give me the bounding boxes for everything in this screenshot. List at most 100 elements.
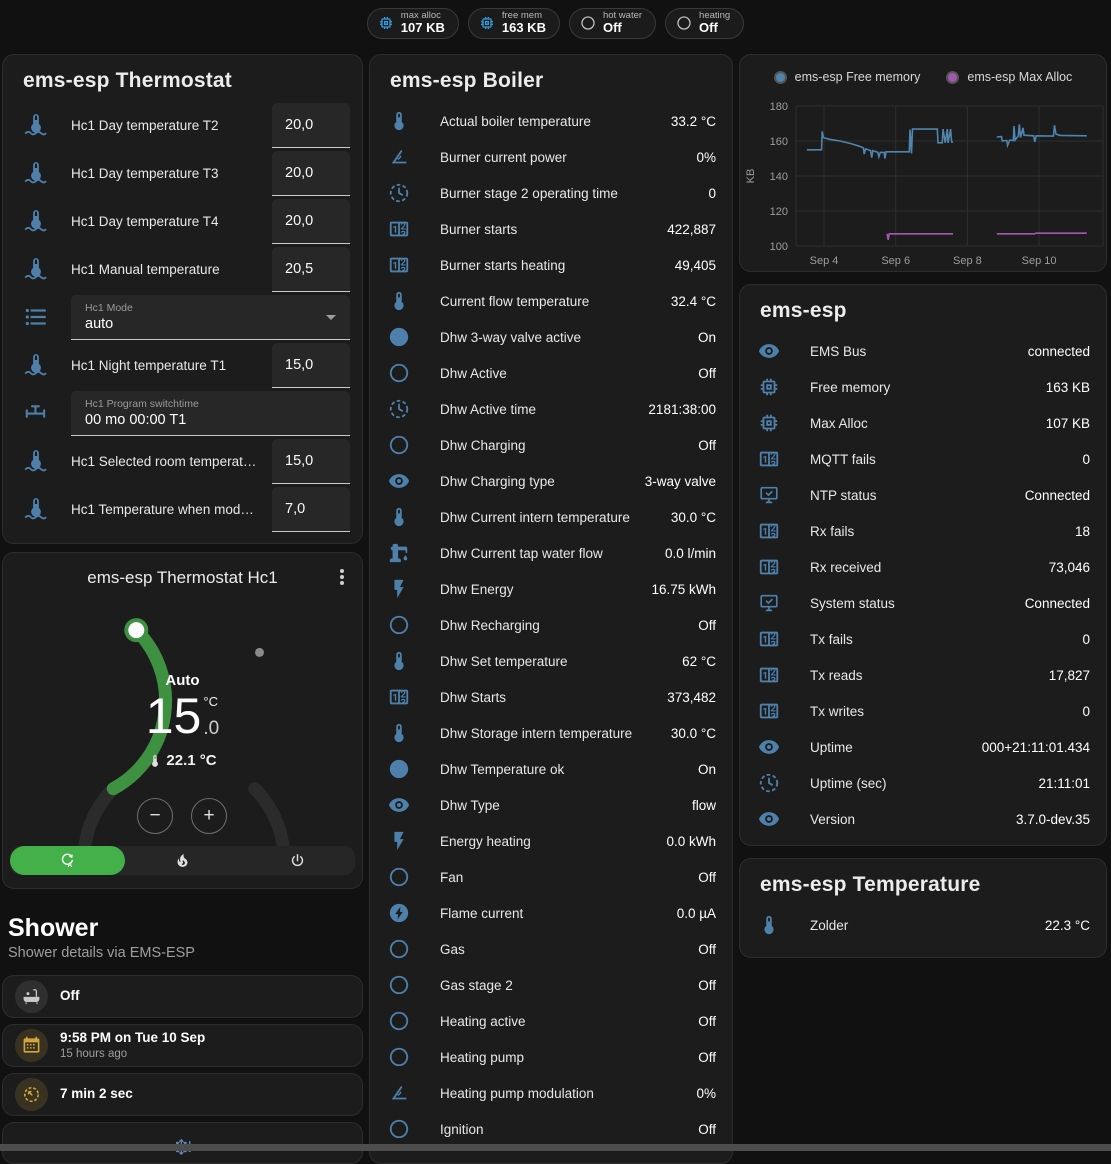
entity-name: Dhw Storage intern temperature [440, 725, 633, 741]
thermometer-water-icon [23, 256, 49, 282]
shower-alert-tile[interactable] [2, 1122, 363, 1164]
shower-last-time-tile[interactable]: 9:58 PM on Tue 10 Sep 15 hours ago [2, 1024, 363, 1067]
entity-row[interactable]: MQTT fails 0 [752, 441, 1090, 477]
entity-name: Dhw Recharging [440, 617, 540, 633]
emsesp-status-card: ems-esp EMS Bus connected Free memory 163 K… [739, 284, 1107, 846]
entity-row[interactable]: Burner starts 422,887 [382, 211, 716, 247]
entity-row[interactable]: Dhw Active time 2181:38:00 [382, 391, 716, 427]
entity-row[interactable]: Dhw Energy 16.75 kWh [382, 571, 716, 607]
setting-label: Hc1 Day temperature T4 [71, 213, 219, 229]
entity-row[interactable]: Zolder 22.3 °C [752, 907, 1090, 943]
legend-item-free-memory[interactable]: ems-esp Free memory [773, 70, 921, 84]
number-input[interactable]: 7,0 [272, 486, 350, 532]
target-temp-int: 15 [145, 688, 202, 744]
number-input[interactable]: 20,0 [272, 102, 350, 148]
entity-value: 0 [1082, 703, 1090, 719]
entity-row[interactable]: Dhw Active Off [382, 355, 716, 391]
number-input[interactable]: 20,5 [272, 246, 350, 292]
setting-row: Hc1 Day temperature T2 20,0 [17, 101, 350, 149]
entity-row[interactable]: Dhw Recharging Off [382, 607, 716, 643]
entity-name: Gas [440, 941, 465, 957]
entity-row[interactable]: Dhw Set temperature 62 °C [382, 643, 716, 679]
pill-heating[interactable]: heating Off [665, 7, 745, 39]
legend-item-max-alloc[interactable]: ems-esp Max Alloc [946, 70, 1072, 84]
entity-row[interactable]: Dhw Charging type 3-way valve [382, 463, 716, 499]
entity-name: Tx reads [810, 667, 863, 683]
entity-row[interactable]: Version 3.7.0-dev.35 [752, 801, 1090, 837]
entity-row[interactable]: EMS Bus connected [752, 333, 1090, 369]
entity-row[interactable]: Dhw Storage intern temperature 30.0 °C [382, 715, 716, 751]
entity-row[interactable]: Tx writes 0 [752, 693, 1090, 729]
entity-name: Dhw Active time [440, 401, 537, 417]
entity-name: Dhw Current intern temperature [440, 509, 630, 525]
number-input[interactable]: 20,0 [272, 150, 350, 196]
entity-row[interactable]: Tx reads 17,827 [752, 657, 1090, 693]
entity-row[interactable]: Dhw Current tap water flow 0.0 l/min [382, 535, 716, 571]
target-temp-unit: °C [203, 694, 218, 709]
number-input[interactable]: 15,0 [272, 438, 350, 484]
entity-row[interactable]: NTP status Connected [752, 477, 1090, 513]
setting-label: Hc1 Day temperature T3 [71, 165, 219, 181]
entity-row[interactable]: Dhw 3-way valve active On [382, 319, 716, 355]
entity-row[interactable]: Gas stage 2 Off [382, 967, 716, 1003]
entity-row[interactable]: Rx received 73,046 [752, 549, 1090, 585]
entity-row[interactable]: System status Connected [752, 585, 1090, 621]
entity-row[interactable]: Dhw Temperature ok On [382, 751, 716, 787]
pill-max-alloc[interactable]: max alloc 107 KB [366, 7, 459, 39]
pill-free-mem[interactable]: free mem 163 KB [467, 7, 560, 39]
hvac-mode-heat-button[interactable] [125, 846, 240, 875]
entity-row[interactable]: Uptime (sec) 21:11:01 [752, 765, 1090, 801]
text-input[interactable]: Hc1 Program switchtime 00 mo 00:00 T1 [71, 390, 350, 436]
mode-select[interactable]: Hc1 Mode auto [71, 294, 350, 340]
svg-text:Sep 4: Sep 4 [810, 255, 839, 267]
temperature-increase-button[interactable]: + [191, 798, 227, 834]
entity-row[interactable]: Rx fails 18 [752, 513, 1090, 549]
entity-row[interactable]: Energy heating 0.0 kWh [382, 823, 716, 859]
entity-row[interactable]: Actual boiler temperature 33.2 °C [382, 103, 716, 139]
dial-card-title: ems-esp Thermostat Hc1 [87, 568, 278, 587]
temperature-decrease-button[interactable]: − [137, 798, 173, 834]
entity-name: Zolder [810, 917, 849, 933]
pill-hot-water[interactable]: hot water Off [568, 7, 657, 39]
entity-row[interactable]: Dhw Starts 373,482 [382, 679, 716, 715]
entity-row[interactable]: Max Alloc 107 KB [752, 405, 1090, 441]
circle-outline-icon [388, 362, 410, 384]
entity-value: 373,482 [667, 689, 716, 705]
entity-row[interactable]: Uptime 000+21:11:01.434 [752, 729, 1090, 765]
number-input[interactable]: 15,0 [272, 342, 350, 388]
shower-duration-tile[interactable]: 7 min 2 sec [2, 1073, 363, 1116]
counter-icon [758, 520, 780, 542]
entity-row[interactable]: Tx fails 0 [752, 621, 1090, 657]
entity-row[interactable]: Dhw Charging Off [382, 427, 716, 463]
entity-value: Off [698, 437, 716, 453]
entity-value: 0 [708, 185, 716, 201]
entity-row[interactable]: Dhw Current intern temperature 30.0 °C [382, 499, 716, 535]
legend-label: ems-esp Free memory [794, 70, 921, 84]
tile-value: Off [60, 988, 80, 1004]
entity-row[interactable]: Heating pump Off [382, 1039, 716, 1075]
thermometer-icon [388, 506, 410, 528]
entity-row[interactable]: Heating active Off [382, 1003, 716, 1039]
eye-icon [758, 736, 780, 758]
entity-row[interactable]: Free memory 163 KB [752, 369, 1090, 405]
entity-row[interactable]: Gas Off [382, 931, 716, 967]
entity-row[interactable]: Flame current 0.0 µA [382, 895, 716, 931]
entity-row[interactable]: Burner current power 0% [382, 139, 716, 175]
shower-active-tile[interactable]: Off [2, 975, 363, 1018]
entity-row[interactable]: Ignition Off [382, 1111, 716, 1147]
entity-row[interactable]: Burner starts heating 49,405 [382, 247, 716, 283]
setting-label: Hc1 Day temperature T2 [71, 117, 219, 133]
number-input[interactable]: 20,0 [272, 198, 350, 244]
entity-value: Off [698, 977, 716, 993]
hvac-mode-off-button[interactable] [240, 846, 355, 875]
entity-row[interactable]: Heating pump modulation 0% [382, 1075, 716, 1111]
more-options-icon[interactable] [330, 565, 354, 589]
thermostat-dial[interactable] [3, 583, 365, 853]
hvac-mode-auto-button[interactable]: A [10, 846, 125, 875]
horizontal-scrollbar[interactable] [0, 1144, 1111, 1151]
entity-row[interactable]: Current flow temperature 32.4 °C [382, 283, 716, 319]
entity-row[interactable]: Fan Off [382, 859, 716, 895]
header-pill-bar: max alloc 107 KB free mem 163 KB hot wat… [0, 0, 1111, 46]
entity-row[interactable]: Burner stage 2 operating time 0 [382, 175, 716, 211]
entity-row[interactable]: Dhw Type flow [382, 787, 716, 823]
